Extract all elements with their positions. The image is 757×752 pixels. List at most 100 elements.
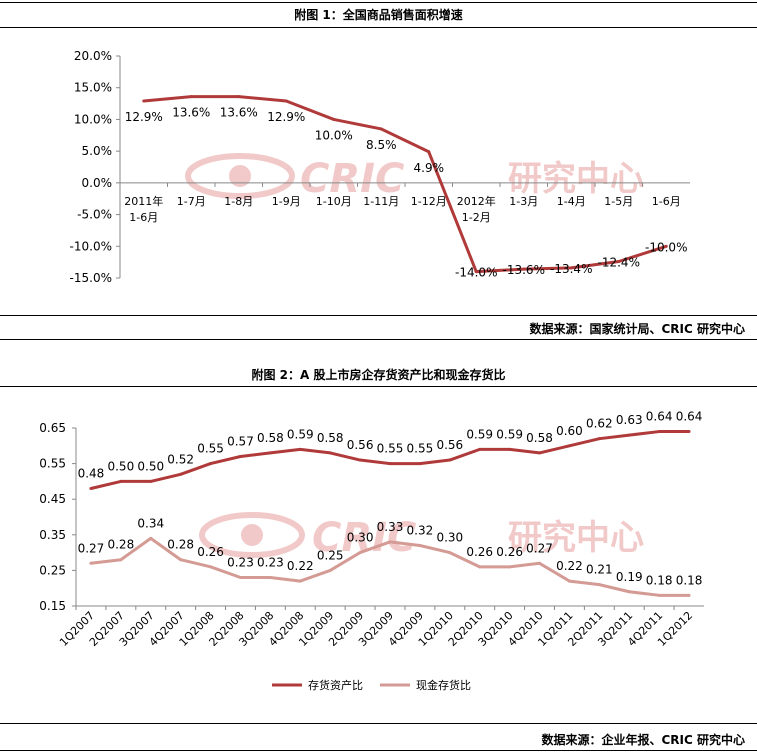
x-tick-label: 1-11月 [363, 195, 399, 208]
data-label: 0.59 [287, 427, 314, 441]
data-label: 0.32 [407, 523, 434, 537]
data-label: 0.28 [107, 538, 134, 552]
data-point [179, 472, 183, 476]
data-point [418, 462, 422, 466]
y-tick-label: 15.0% [74, 81, 112, 95]
data-point [379, 127, 383, 131]
data-point [569, 266, 573, 270]
data-label: 0.30 [347, 531, 374, 545]
data-point [418, 543, 422, 547]
y-tick-label: 20.0% [74, 49, 112, 63]
series-line [143, 95, 667, 274]
data-point [508, 447, 512, 451]
watermark-brand: CRIC [312, 515, 416, 561]
data-label: 0.59 [496, 427, 523, 441]
data-label: 0.48 [78, 467, 105, 481]
data-point [149, 479, 153, 483]
data-point [627, 590, 631, 594]
data-label: 0.30 [436, 531, 463, 545]
data-point [478, 565, 482, 569]
data-label: 0.18 [646, 573, 673, 587]
y-tick-label: 0.65 [39, 421, 66, 435]
figure2-title-rule [0, 386, 757, 387]
data-point [664, 244, 668, 248]
data-point [142, 99, 146, 103]
data-label: 0.33 [377, 520, 404, 534]
data-point [474, 270, 478, 274]
data-label: -10.0% [645, 240, 687, 254]
data-point [268, 576, 272, 580]
data-label: 0.21 [586, 563, 613, 577]
data-label: 0.27 [526, 541, 553, 555]
data-point [89, 487, 93, 491]
data-label: 4.9% [414, 161, 445, 175]
data-label: 0.55 [197, 442, 224, 456]
data-label: 0.19 [616, 570, 643, 584]
y-tick-label: -10.0% [70, 239, 112, 253]
data-label: 10.0% [315, 128, 353, 142]
figure2-bottom-rule [0, 723, 757, 724]
data-label: 0.57 [227, 434, 254, 448]
watermark-pupil-icon [229, 165, 251, 187]
data-label: 0.55 [377, 442, 404, 456]
watermark-pupil-icon [241, 524, 263, 546]
legend-label-inventory-asset: 存货资产比 [308, 678, 363, 692]
data-label: -14.0% [455, 266, 497, 280]
data-point [209, 462, 213, 466]
data-point [657, 593, 661, 597]
figure1-bottom-rule [0, 315, 757, 316]
y-tick-label: -5.0% [77, 208, 112, 222]
data-point [119, 479, 123, 483]
data-label: -12.4% [598, 256, 640, 270]
data-point [328, 568, 332, 572]
x-tick-label: 1-9月 [272, 195, 301, 208]
watermark-brand: CRIC [300, 156, 404, 202]
data-point [89, 561, 93, 565]
data-label: 8.5% [366, 138, 397, 152]
data-point [567, 579, 571, 583]
data-point [328, 451, 332, 455]
data-label: 0.26 [197, 545, 224, 559]
data-point [627, 433, 631, 437]
watermark-eye-icon [199, 512, 305, 558]
watermark-label: 研究中心 [508, 159, 644, 199]
data-label: 0.23 [257, 556, 284, 570]
data-point [427, 150, 431, 154]
data-point [238, 576, 242, 580]
data-label: 0.64 [676, 410, 703, 424]
watermark-eye-icon [185, 153, 295, 199]
y-tick-label: 0.35 [39, 528, 66, 542]
x-tick-label: 1-12月 [411, 195, 447, 208]
data-label: 0.63 [616, 413, 643, 427]
data-label: 0.22 [287, 559, 314, 573]
data-point [332, 117, 336, 121]
data-label: 0.56 [347, 438, 374, 452]
data-label: 0.50 [137, 459, 164, 473]
data-point [388, 540, 392, 544]
sales-area-growth-chart: CRIC 研究中心 20.0% 15.0% 10.0% 5.0% 0.0% -5.0% -1… [70, 49, 690, 285]
x-tick-label: 1-10月 [316, 195, 352, 208]
y-tick-label: 10.0% [74, 112, 112, 126]
data-point [119, 558, 123, 562]
data-label: 0.64 [646, 410, 673, 424]
data-point [189, 95, 193, 99]
data-label: 0.50 [107, 459, 134, 473]
x-tick-label: 1-4月 [557, 195, 586, 208]
y-tick-label: 0.25 [39, 563, 66, 577]
data-point [448, 551, 452, 555]
data-point [538, 561, 542, 565]
data-label: 0.58 [317, 431, 344, 445]
y-tick-label: 0.15 [39, 599, 66, 613]
data-label: 0.25 [317, 548, 344, 562]
data-point [617, 260, 621, 264]
data-point [358, 551, 362, 555]
data-label: 0.62 [586, 417, 613, 431]
data-label: 0.52 [167, 452, 194, 466]
data-point [597, 437, 601, 441]
figure1-title: 附图 1：全国商品销售面积增速 [294, 8, 463, 22]
x-tick-label: 1-3月 [509, 195, 538, 208]
figure1-source: 数据来源：国家统计局、CRIC 研究中心 [529, 322, 746, 336]
data-label: 0.58 [526, 431, 553, 445]
watermark-label: 研究中心 [508, 518, 644, 558]
y-tick-label: 0.55 [39, 457, 66, 471]
